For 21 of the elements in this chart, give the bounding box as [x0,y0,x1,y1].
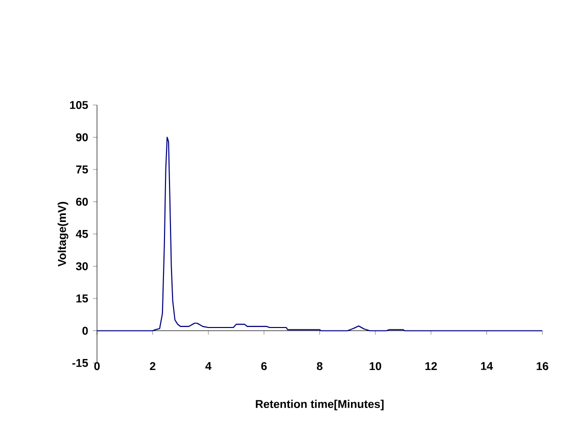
x-tick-label: 14 [481,362,493,370]
y-tick-label: 75 [76,166,88,174]
x-tick-label: 0 [94,362,100,370]
y-tick-label: 60 [76,198,88,206]
y-tick-label: 15 [76,294,88,302]
x-tick-label: 2 [150,362,156,370]
y-tick-label: -15 [72,359,88,367]
x-tick-label: 12 [425,362,437,370]
x-tick-label: 10 [370,362,382,370]
y-tick-label: 0 [82,326,88,335]
x-tick-label: 4 [205,362,212,370]
x-tick-label: 6 [261,362,267,370]
y-tick-label: 105 [70,101,88,110]
y-tick-label: 30 [76,262,88,270]
x-tick-label: 8 [316,362,322,370]
x-axis-title: Retention time[Minutes] [256,400,384,410]
line-series [97,136,542,332]
y-tick-label: 45 [76,230,88,238]
y-axis-title: Voltage(mV) [58,202,68,267]
x-tick-label: 16 [536,362,548,370]
y-tick-label: 90 [76,133,88,142]
